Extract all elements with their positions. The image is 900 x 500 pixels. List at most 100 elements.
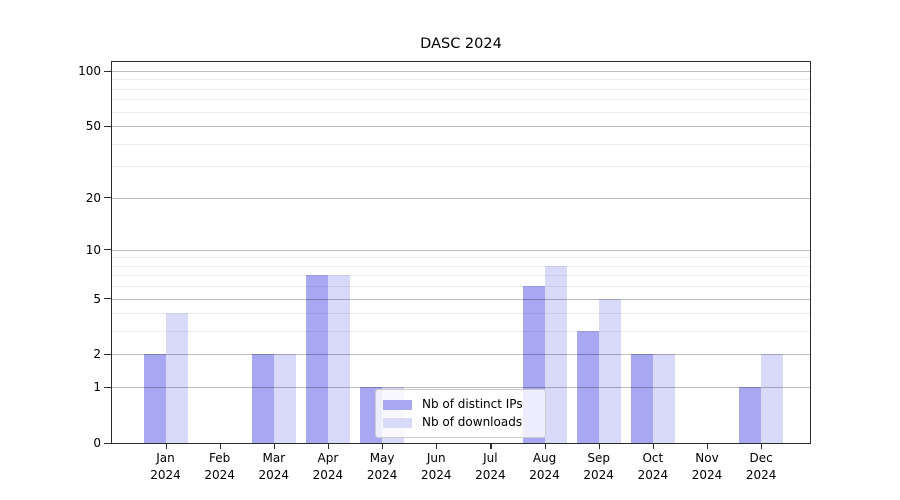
x-tick-mark-jan <box>165 444 167 449</box>
legend-swatch-distinct-ips <box>383 399 412 410</box>
x-tick-mark-may <box>382 444 384 449</box>
minor-gridline-7 <box>112 275 810 277</box>
y-tick-mark-20 <box>104 197 111 199</box>
x-tick-label-jan: Jan 2024 <box>131 450 201 483</box>
major-gridline-2 <box>112 354 810 356</box>
plot-area <box>111 61 811 444</box>
minor-gridline-80 <box>112 88 810 90</box>
x-tick-year-text: 2024 <box>150 467 181 482</box>
x-tick-label-apr: Apr 2024 <box>293 450 363 483</box>
major-gridline-20 <box>112 197 810 199</box>
chart-title: DASC 2024 <box>420 36 502 52</box>
x-tick-label-mar: Mar 2024 <box>239 450 309 483</box>
legend-label-downloads: Nb of downloads <box>422 415 523 429</box>
minor-gridline-90 <box>112 79 810 81</box>
major-gridline-50 <box>112 126 810 128</box>
legend: Nb of distinct IPs Nb of downloads <box>375 389 546 438</box>
bar-ips-jan <box>143 354 166 443</box>
y-tick-mark-0 <box>104 442 111 444</box>
y-tick-mark-10 <box>104 249 111 251</box>
x-tick-mark-aug <box>544 444 546 449</box>
y-tick-mark-100 <box>104 70 111 72</box>
major-gridline-10 <box>112 249 810 251</box>
x-tick-month-text: May <box>369 451 395 465</box>
bar-downloads-dec <box>761 354 784 443</box>
minor-gridline-8 <box>112 265 810 267</box>
x-tick-year-text: 2024 <box>691 467 723 482</box>
x-tick-month-text: Oct <box>642 451 664 465</box>
x-tick-mark-nov <box>707 444 709 449</box>
x-tick-month-text: Feb <box>209 451 231 465</box>
x-tick-label-dec: Dec 2024 <box>726 450 796 483</box>
x-tick-label-may: May 2024 <box>347 450 417 483</box>
minor-gridline-60 <box>112 111 810 113</box>
y-tick-label-5: 5 <box>93 291 101 306</box>
bar-ips-sep <box>576 331 599 443</box>
x-tick-year-text: 2024 <box>420 467 452 482</box>
x-tick-mark-dec <box>761 444 763 449</box>
x-tick-year-text: 2024 <box>529 467 560 482</box>
bar-ips-dec <box>739 387 762 443</box>
y-tick-mark-5 <box>104 298 111 300</box>
x-tick-mark-mar <box>273 444 275 449</box>
x-tick-month-text: Jun <box>426 451 446 465</box>
bar-downloads-mar <box>273 354 296 443</box>
y-tick-label-1: 1 <box>93 380 101 395</box>
x-tick-label-jun: Jun 2024 <box>401 450 471 483</box>
bar-downloads-jan <box>165 313 188 443</box>
x-tick-year-text: 2024 <box>475 467 506 482</box>
y-tick-mark-1 <box>104 386 111 388</box>
x-tick-year-text: 2024 <box>745 467 777 482</box>
x-tick-year-text: 2024 <box>583 467 614 482</box>
x-tick-month-text: Apr <box>317 451 339 465</box>
major-gridline-5 <box>112 298 810 300</box>
x-tick-month-text: Jul <box>483 451 498 465</box>
x-tick-year-text: 2024 <box>637 467 669 482</box>
minor-gridline-30 <box>112 166 810 168</box>
x-tick-year-text: 2024 <box>366 467 398 482</box>
bar-ips-oct <box>630 354 653 443</box>
x-tick-mark-jul <box>490 444 492 449</box>
x-tick-mark-jun <box>436 444 438 449</box>
y-tick-label-2: 2 <box>93 347 101 362</box>
major-gridline-1 <box>112 387 810 389</box>
x-tick-year-text: 2024 <box>312 467 344 482</box>
x-tick-label-oct: Oct 2024 <box>618 450 688 483</box>
bar-downloads-oct <box>652 354 675 443</box>
x-tick-label-sep: Sep 2024 <box>564 450 634 483</box>
minor-gridline-6 <box>112 286 810 288</box>
major-gridline-100 <box>112 71 810 73</box>
x-tick-month-text: Mar <box>262 451 286 465</box>
legend-swatch-downloads <box>383 417 412 428</box>
x-tick-mark-apr <box>327 444 330 449</box>
y-tick-label-100: 100 <box>78 64 101 79</box>
y-tick-mark-50 <box>104 125 111 127</box>
x-tick-month-text: Aug <box>532 451 557 465</box>
bar-downloads-apr <box>327 275 350 443</box>
x-tick-month-text: Sep <box>587 451 610 465</box>
x-tick-mark-sep <box>598 444 600 449</box>
bar-downloads-aug <box>544 265 567 443</box>
y-tick-label-50: 50 <box>85 119 101 134</box>
y-tick-mark-2 <box>104 353 111 356</box>
x-tick-label-jul: Jul 2024 <box>455 450 525 483</box>
y-tick-label-20: 20 <box>85 190 101 205</box>
x-tick-label-feb: Feb 2024 <box>185 450 255 483</box>
minor-gridline-40 <box>112 143 810 145</box>
x-tick-mark-feb <box>219 444 221 449</box>
x-tick-label-aug: Aug 2024 <box>510 450 580 483</box>
minor-gridline-70 <box>112 99 810 101</box>
x-tick-year-text: 2024 <box>204 467 235 482</box>
minor-gridline-3 <box>112 331 810 333</box>
x-tick-year-text: 2024 <box>258 467 290 482</box>
y-tick-label-10: 10 <box>85 242 101 257</box>
x-tick-mark-oct <box>652 444 655 449</box>
x-tick-month-text: Dec <box>749 451 773 465</box>
legend-label-distinct-ips: Nb of distinct IPs <box>422 397 523 411</box>
minor-gridline-9 <box>112 257 810 259</box>
legend-item-downloads: Nb of downloads <box>383 414 537 431</box>
bar-downloads-sep <box>598 298 621 443</box>
x-tick-month-text: Nov <box>695 451 719 465</box>
minor-gridline-4 <box>112 313 810 315</box>
